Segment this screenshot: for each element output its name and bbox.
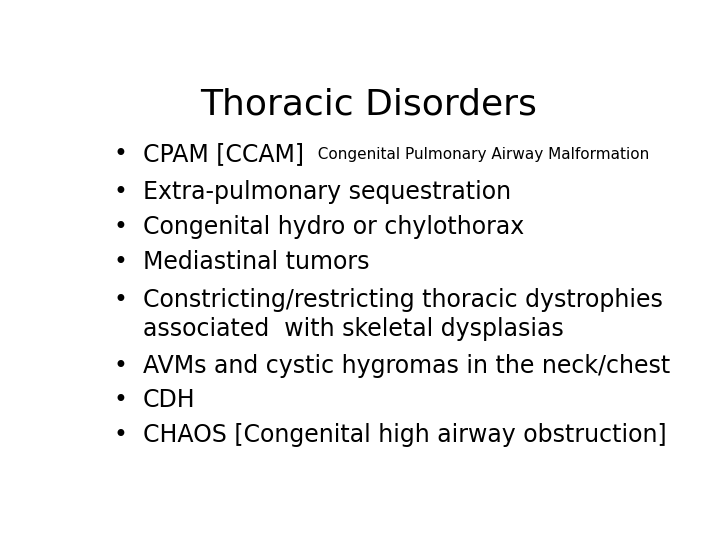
Text: Thoracic Disorders: Thoracic Disorders <box>201 87 537 122</box>
Text: •: • <box>114 251 127 274</box>
Text: CDH: CDH <box>143 388 196 411</box>
Text: •: • <box>114 354 127 378</box>
Text: •: • <box>114 423 127 447</box>
Text: Mediastinal tumors: Mediastinal tumors <box>143 251 369 274</box>
Text: Congenital hydro or chylothorax: Congenital hydro or chylothorax <box>143 215 524 239</box>
Text: AVMs and cystic hygromas in the neck/chest: AVMs and cystic hygromas in the neck/che… <box>143 354 670 378</box>
Text: •: • <box>114 288 127 312</box>
Text: Congenital Pulmonary Airway Malformation: Congenital Pulmonary Airway Malformation <box>308 147 649 161</box>
Text: CHAOS [Congenital high airway obstruction]: CHAOS [Congenital high airway obstructio… <box>143 423 667 447</box>
Text: •: • <box>114 142 127 166</box>
Text: associated  with skeletal dysplasias: associated with skeletal dysplasias <box>143 317 564 341</box>
Text: •: • <box>114 388 127 411</box>
Text: •: • <box>114 180 127 204</box>
Text: Extra-pulmonary sequestration: Extra-pulmonary sequestration <box>143 180 511 204</box>
Text: •: • <box>114 215 127 239</box>
Text: Constricting/restricting thoracic dystrophies: Constricting/restricting thoracic dystro… <box>143 288 663 312</box>
Text: CPAM [CCAM]: CPAM [CCAM] <box>143 142 304 166</box>
